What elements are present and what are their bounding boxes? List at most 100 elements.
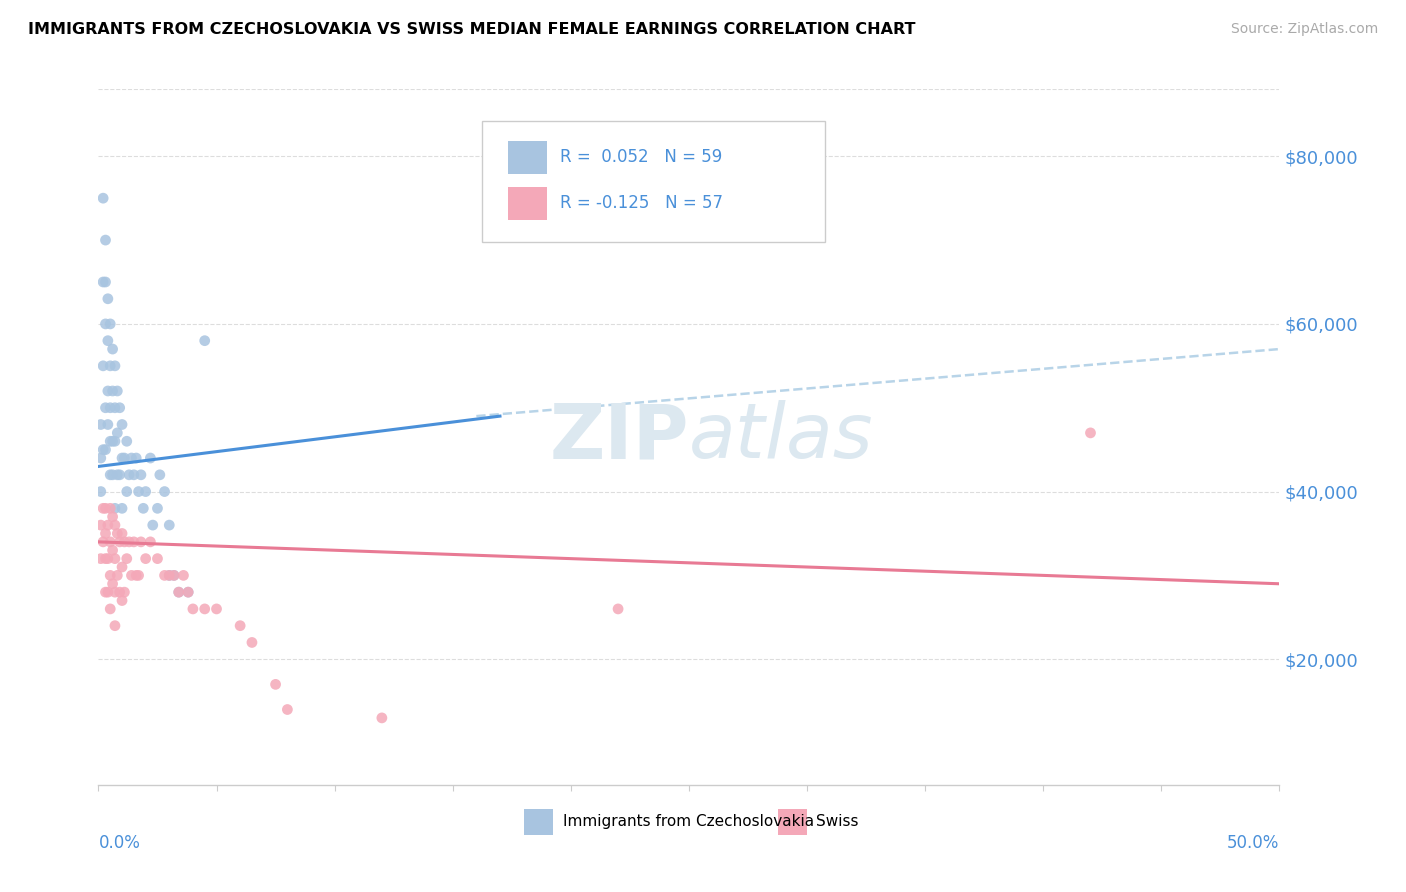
Point bbox=[105, 384, 128, 398]
Text: 0.0%: 0.0% bbox=[98, 834, 141, 852]
Point bbox=[108, 401, 131, 415]
Point bbox=[177, 585, 200, 599]
Point bbox=[146, 501, 169, 516]
Point bbox=[125, 450, 148, 465]
Point bbox=[121, 568, 143, 582]
Point bbox=[91, 534, 114, 549]
Point bbox=[112, 585, 135, 599]
Point bbox=[101, 434, 124, 449]
Point bbox=[97, 334, 120, 348]
Point bbox=[104, 401, 127, 415]
Point bbox=[121, 450, 143, 465]
Point bbox=[607, 602, 630, 616]
Point bbox=[98, 534, 121, 549]
Point bbox=[105, 425, 128, 440]
Point bbox=[1080, 425, 1102, 440]
Point bbox=[153, 484, 176, 499]
Point bbox=[101, 467, 124, 482]
Text: Swiss: Swiss bbox=[817, 814, 859, 830]
Text: IMMIGRANTS FROM CZECHOSLOVAKIA VS SWISS MEDIAN FEMALE EARNINGS CORRELATION CHART: IMMIGRANTS FROM CZECHOSLOVAKIA VS SWISS … bbox=[28, 22, 915, 37]
Point bbox=[157, 518, 180, 533]
Point bbox=[108, 534, 131, 549]
Point bbox=[104, 518, 127, 533]
Point bbox=[90, 484, 112, 499]
Point bbox=[112, 450, 135, 465]
Point bbox=[98, 359, 121, 373]
Point bbox=[101, 576, 124, 591]
Point bbox=[90, 417, 112, 432]
Point bbox=[157, 568, 180, 582]
Point bbox=[122, 534, 145, 549]
Point bbox=[101, 342, 124, 356]
Point bbox=[97, 585, 120, 599]
Point bbox=[122, 467, 145, 482]
Point bbox=[90, 551, 112, 566]
Point bbox=[94, 501, 117, 516]
Point bbox=[97, 518, 120, 533]
Text: atlas: atlas bbox=[689, 401, 873, 474]
Point bbox=[94, 551, 117, 566]
Text: R =  0.052   N = 59: R = 0.052 N = 59 bbox=[560, 148, 723, 167]
Point bbox=[101, 384, 124, 398]
Point bbox=[97, 384, 120, 398]
Bar bbox=[523, 809, 553, 835]
Bar bbox=[508, 186, 547, 220]
Point bbox=[91, 359, 114, 373]
Point bbox=[98, 602, 121, 616]
Point bbox=[97, 551, 120, 566]
Point bbox=[104, 359, 127, 373]
Point bbox=[111, 501, 134, 516]
Point bbox=[94, 233, 117, 247]
Point bbox=[105, 467, 128, 482]
Point bbox=[94, 442, 117, 457]
Point bbox=[111, 526, 134, 541]
Point bbox=[104, 585, 127, 599]
Point bbox=[111, 593, 134, 607]
Point bbox=[94, 526, 117, 541]
Point bbox=[98, 317, 121, 331]
Point bbox=[128, 568, 150, 582]
Point bbox=[177, 585, 200, 599]
Point bbox=[135, 551, 157, 566]
Point bbox=[91, 191, 114, 205]
Point bbox=[135, 484, 157, 499]
Point bbox=[105, 568, 128, 582]
Point bbox=[115, 551, 138, 566]
Point bbox=[125, 568, 148, 582]
Text: Source: ZipAtlas.com: Source: ZipAtlas.com bbox=[1230, 22, 1378, 37]
Point bbox=[104, 434, 127, 449]
Point bbox=[229, 618, 252, 632]
Point bbox=[94, 275, 117, 289]
Point bbox=[167, 585, 190, 599]
Point bbox=[112, 534, 135, 549]
Point bbox=[181, 602, 204, 616]
Point bbox=[163, 568, 186, 582]
Point bbox=[98, 401, 121, 415]
Point bbox=[115, 434, 138, 449]
Point bbox=[105, 526, 128, 541]
Point bbox=[132, 501, 155, 516]
Text: R = -0.125   N = 57: R = -0.125 N = 57 bbox=[560, 194, 723, 212]
Bar bbox=[508, 141, 547, 174]
Point bbox=[146, 551, 169, 566]
Point bbox=[371, 711, 394, 725]
Point bbox=[94, 401, 117, 415]
Point bbox=[111, 450, 134, 465]
Point bbox=[98, 434, 121, 449]
Point bbox=[172, 568, 194, 582]
Point bbox=[167, 585, 190, 599]
Point bbox=[98, 568, 121, 582]
Point bbox=[142, 518, 165, 533]
FancyBboxPatch shape bbox=[482, 120, 825, 243]
Point bbox=[194, 334, 217, 348]
Point bbox=[205, 602, 228, 616]
Point bbox=[104, 618, 127, 632]
Point bbox=[240, 635, 263, 649]
Point bbox=[118, 467, 141, 482]
Point bbox=[108, 467, 131, 482]
Point bbox=[111, 417, 134, 432]
Point bbox=[264, 677, 287, 691]
Point bbox=[111, 560, 134, 574]
Point bbox=[91, 442, 114, 457]
Point bbox=[101, 509, 124, 524]
